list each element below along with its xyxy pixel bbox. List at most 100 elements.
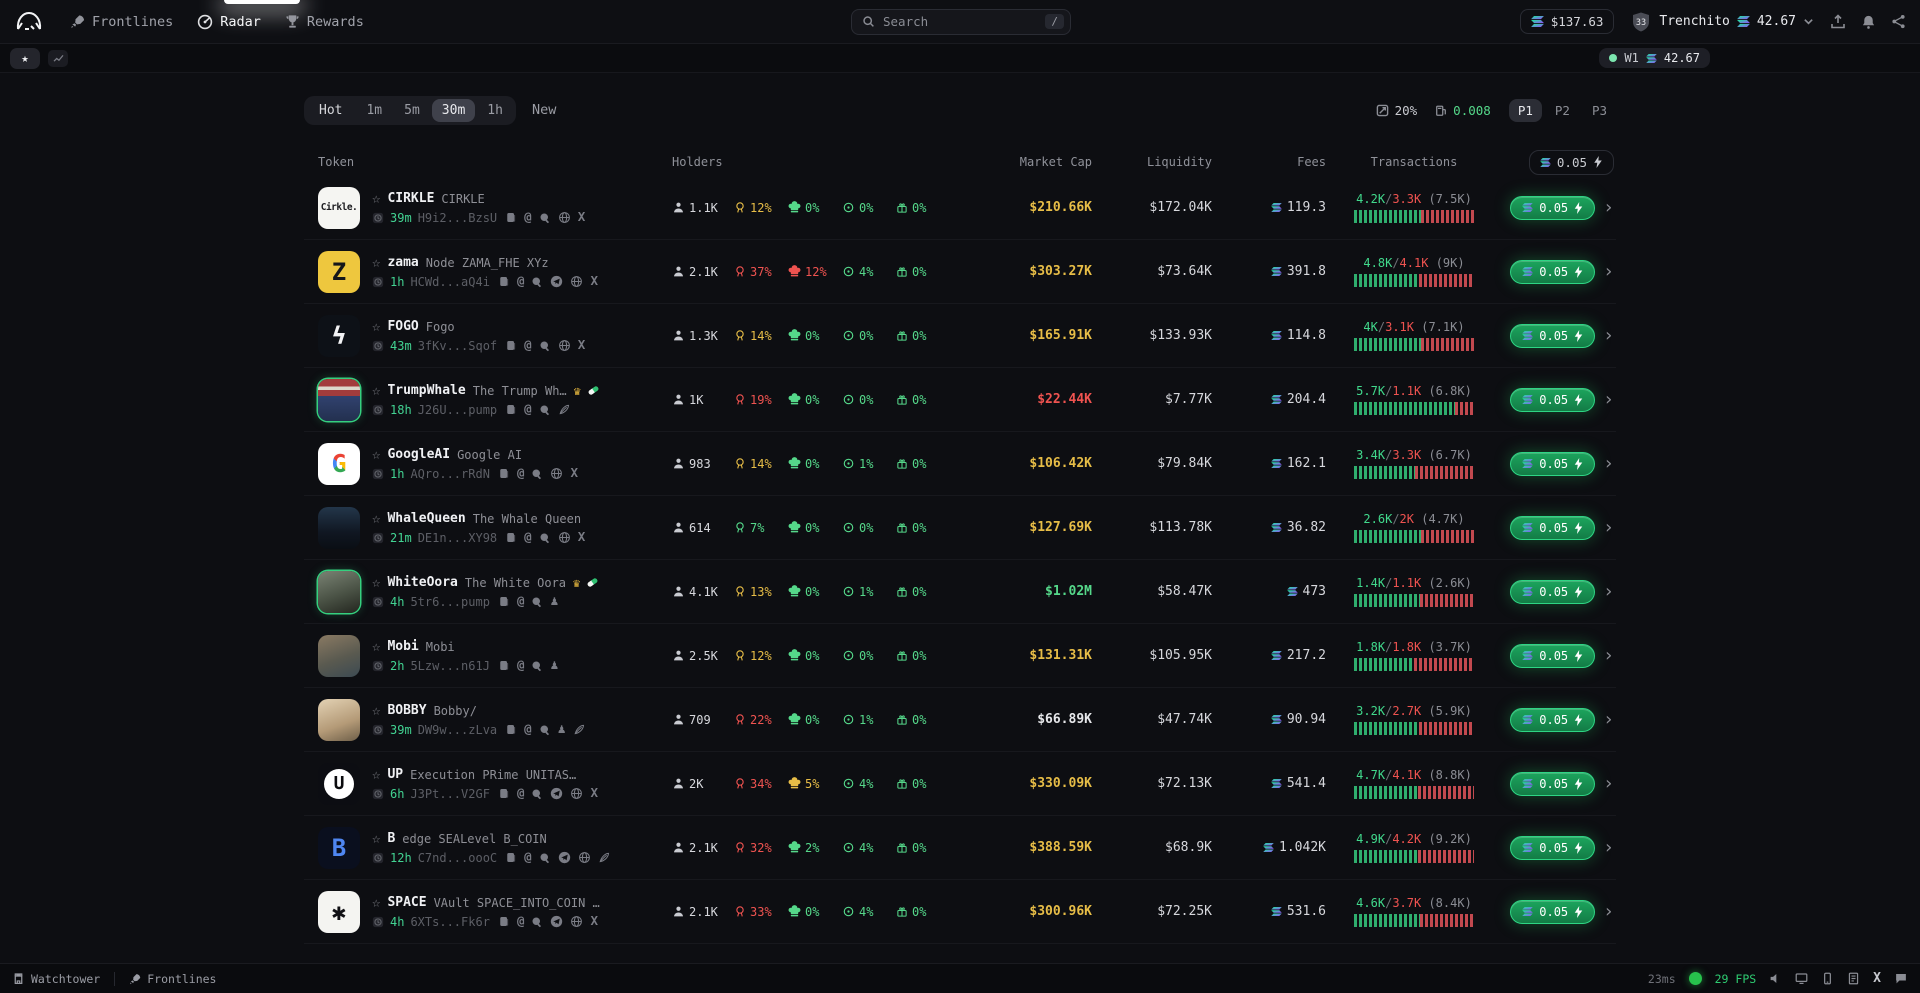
x-social-icon[interactable]: X (1873, 971, 1881, 986)
volume-icon[interactable] (1769, 972, 1782, 985)
docs-icon[interactable] (1847, 972, 1860, 985)
expand-row-chevron[interactable]: › (1603, 197, 1614, 218)
token-row[interactable]: Z ☆ zama Node ZAMA_FHE XYz 1h (304, 240, 1616, 304)
token-avatar[interactable]: Cirkle. (318, 186, 360, 229)
token-avatar[interactable]: B (318, 826, 360, 869)
copy-link-icon[interactable] (498, 659, 510, 672)
token-row[interactable]: U ☆ UP Execution PRime UNITAS_LAB… (304, 752, 1616, 816)
globe-link-icon[interactable] (558, 531, 571, 544)
search-input[interactable]: Search / (851, 8, 1071, 35)
watchlist-star-icon[interactable]: ☆ (372, 574, 381, 591)
search-link-icon[interactable] (531, 916, 543, 928)
expand-row-chevron[interactable]: › (1603, 837, 1614, 858)
expand-row-chevron[interactable]: › (1603, 517, 1614, 538)
globe-link-icon[interactable] (578, 851, 591, 864)
frontlines-button[interactable]: Frontlines (129, 972, 217, 986)
telegram-link-icon[interactable] (550, 915, 563, 928)
token-address[interactable]: 6XTs...Fk6r (410, 914, 490, 929)
at-link-icon[interactable]: @ (524, 337, 532, 353)
at-link-icon[interactable]: @ (516, 913, 525, 929)
priority-fee-setting[interactable]: 0.008 (1435, 103, 1491, 118)
at-link-icon[interactable]: @ (516, 657, 525, 673)
expand-row-chevron[interactable]: › (1603, 709, 1614, 730)
watchlist-star-icon[interactable]: ☆ (372, 318, 381, 335)
token-row[interactable]: ✱ ☆ SPACE VAult SPACE_INTO_COIN N… (304, 880, 1616, 944)
search-link-icon[interactable] (539, 212, 551, 224)
globe-link-icon[interactable] (558, 211, 571, 224)
token-avatar[interactable]: ϟ (318, 314, 360, 357)
telegram-link-icon[interactable] (558, 851, 571, 864)
token-row[interactable]: G ☆ GoogleAI Google AI 1h (304, 432, 1616, 496)
copy-link-icon[interactable] (498, 595, 510, 608)
deposit-icon[interactable] (1830, 13, 1846, 30)
at-link-icon[interactable]: @ (524, 401, 532, 417)
token-avatar[interactable] (318, 698, 360, 741)
search-link-icon[interactable] (539, 404, 551, 416)
token-avatar[interactable] (318, 570, 360, 613)
nav-radar[interactable]: Radar (197, 14, 261, 30)
token-avatar[interactable]: U (318, 762, 360, 805)
expand-row-chevron[interactable]: › (1603, 645, 1614, 666)
expand-row-chevron[interactable]: › (1603, 389, 1614, 410)
token-avatar[interactable] (318, 634, 360, 677)
token-row[interactable]: Cirkle. ☆ CIRKLE CIRKLE 39m (304, 176, 1616, 240)
watchlist-star-icon[interactable]: ☆ (372, 702, 381, 719)
at-link-icon[interactable]: @ (524, 849, 532, 865)
copy-link-icon[interactable] (498, 915, 510, 928)
token-row[interactable]: ☆ Mobi Mobi 2h 5Lzw...n61J @ ♟ (304, 624, 1616, 688)
copy-link-icon[interactable] (498, 787, 510, 800)
x-link-icon[interactable]: X (590, 273, 598, 289)
quick-buy-button[interactable]: 0.05 (1510, 387, 1596, 412)
expand-row-chevron[interactable]: › (1603, 901, 1614, 922)
token-address[interactable]: DE1n...XY98 (417, 530, 498, 545)
token-row[interactable]: ☆ WhaleQueen The Whale Queen 21m DE1n...… (304, 496, 1616, 560)
watchlist-star-icon[interactable]: ☆ (372, 190, 381, 207)
globe-link-icon[interactable] (570, 787, 583, 800)
copy-link-icon[interactable] (498, 275, 510, 288)
globe-link-icon[interactable] (570, 915, 583, 928)
token-row[interactable]: B ☆ B edge SEALevel B_COIN 12h (304, 816, 1616, 880)
token-address[interactable]: H9i2...BzsU (417, 210, 498, 225)
token-address[interactable]: J26U...pump (417, 402, 498, 417)
preset-p2[interactable]: P2 (1554, 102, 1570, 118)
account-menu[interactable]: 33 Trenchito 42.67 (1630, 11, 1814, 33)
token-address[interactable]: AQro...rRdN (410, 466, 490, 481)
copy-link-icon[interactable] (505, 403, 517, 416)
quick-buy-button[interactable]: 0.05 (1510, 707, 1596, 732)
globe-link-icon[interactable] (550, 467, 563, 480)
quick-buy-button[interactable]: 0.05 (1510, 643, 1596, 668)
token-row[interactable]: ☆ WhiteOora The White Oora ♛ 4h 5tr6...p… (304, 560, 1616, 624)
token-address[interactable]: HCWd...aQ4i (410, 274, 490, 289)
at-link-icon[interactable]: @ (524, 209, 532, 225)
watchlist-star-icon[interactable]: ☆ (372, 830, 381, 847)
quick-buy-button[interactable]: 0.05 (1510, 451, 1596, 476)
token-row[interactable]: ☆ TrumpWhale The Trump Wh… ♛ 18h J26U...… (304, 368, 1616, 432)
quick-buy-button[interactable]: 0.05 (1510, 579, 1596, 604)
search-link-icon[interactable] (531, 276, 543, 288)
watchlist-star-icon[interactable]: ☆ (372, 446, 381, 463)
watchtower-button[interactable]: Watchtower (12, 972, 100, 986)
quick-buy-button[interactable]: 0.05 (1510, 323, 1596, 348)
quick-buy-button[interactable]: 0.05 (1510, 515, 1596, 540)
x-link-icon[interactable]: X (577, 337, 586, 353)
quick-buy-button[interactable]: 0.05 (1510, 771, 1596, 796)
search-link-icon[interactable] (539, 340, 551, 352)
copy-link-icon[interactable] (505, 723, 517, 736)
copy-link-icon[interactable] (505, 851, 517, 864)
share-icon[interactable] (1891, 14, 1906, 29)
feather-link-icon[interactable] (573, 723, 585, 736)
globe-link-icon[interactable] (570, 275, 583, 288)
preset-p3[interactable]: P3 (1591, 102, 1607, 118)
watchlist-star-icon[interactable]: ☆ (372, 382, 381, 399)
x-link-icon[interactable]: X (570, 465, 578, 481)
timeframe-1h[interactable]: 1h (487, 102, 503, 118)
chart-button[interactable] (48, 49, 68, 67)
at-link-icon[interactable]: @ (516, 273, 525, 289)
feather-link-icon[interactable] (598, 851, 610, 864)
copy-link-icon[interactable] (498, 467, 510, 480)
copy-link-icon[interactable] (505, 339, 517, 352)
pawn-link-icon[interactable]: ♟ (550, 658, 559, 673)
wallet-balance-badge[interactable]: $137.63 (1519, 9, 1615, 34)
chat-icon[interactable] (1894, 972, 1908, 985)
favorites-star-button[interactable]: ★ (10, 47, 40, 69)
